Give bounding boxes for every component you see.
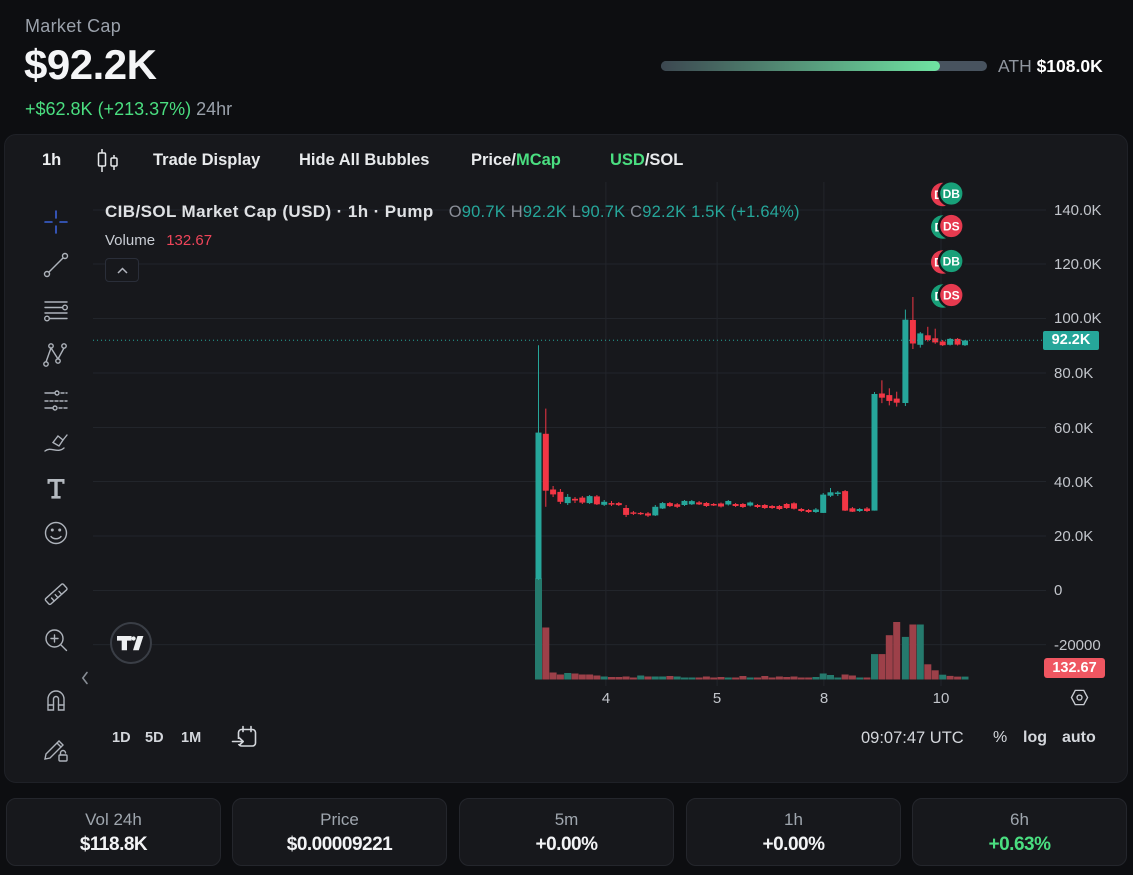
svg-text:DB: DB [943, 187, 961, 201]
svg-text:DS: DS [943, 220, 960, 234]
svg-text:DB: DB [943, 255, 961, 269]
svg-text:DS: DS [943, 289, 960, 303]
